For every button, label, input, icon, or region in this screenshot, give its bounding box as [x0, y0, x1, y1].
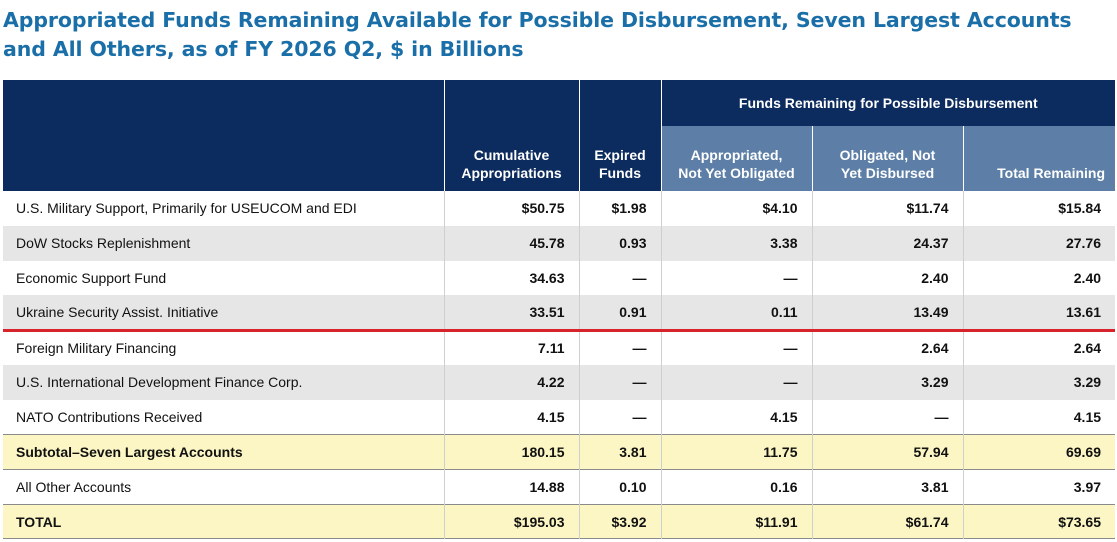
- page-title: Appropriated Funds Remaining Available f…: [3, 6, 1103, 64]
- table-row: Foreign Military Financing 7.11 — — 2.64…: [3, 330, 1116, 365]
- table-row: U.S. Military Support, Primarily for USE…: [3, 191, 1116, 226]
- cell-obligated: 3.81: [811, 469, 963, 505]
- row-label: U.S. Military Support, Primarily for USE…: [16, 200, 357, 217]
- cell-cumulative: 7.11: [443, 330, 579, 365]
- row-label-header: [3, 80, 444, 191]
- cell-appropriated: $11.91: [660, 504, 812, 539]
- header-total-remaining: Total Remaining: [962, 126, 1116, 191]
- cell-appropriated: —: [660, 364, 812, 400]
- row-label: TOTAL: [3, 504, 444, 539]
- table-row: U.S. International Development Finance C…: [3, 364, 1116, 400]
- cell-total: 69.69: [962, 434, 1116, 470]
- cell-total: 2.40: [962, 260, 1116, 296]
- row-label: Subtotal–Seven Largest Accounts: [3, 434, 444, 470]
- cell-expired: 0.10: [578, 469, 661, 505]
- cell-total: 13.61: [962, 295, 1116, 332]
- header-cumulative-appropriations: Cumulative Appropriations: [443, 80, 579, 191]
- row-label: DoW Stocks Replenishment: [3, 225, 444, 261]
- header-funds-remaining-group: Funds Remaining for Possible Disbursemen…: [660, 80, 1116, 126]
- cell-appropriated: 4.15: [660, 399, 812, 435]
- cell-cumulative: $195.03: [443, 504, 579, 539]
- cell-expired: 3.81: [578, 434, 661, 470]
- table-row: DoW Stocks Replenishment 45.78 0.93 3.38…: [3, 225, 1116, 261]
- cell-cumulative: 45.78: [443, 225, 579, 261]
- cell-appropriated: 0.16: [660, 469, 812, 505]
- cell-obligated: 3.29: [811, 364, 963, 400]
- cell-appropriated: —: [660, 330, 812, 365]
- table-row: NATO Contributions Received 4.15 — 4.15 …: [3, 399, 1116, 435]
- header-obligated-not-disbursed: Obligated, Not Yet Disbursed: [811, 126, 963, 191]
- cell-cumulative: 4.22: [443, 364, 579, 400]
- title-line-1: Appropriated Funds Remaining Available f…: [3, 8, 1072, 32]
- row-label: NATO Contributions Received: [16, 408, 203, 425]
- cell-total: 3.97: [962, 469, 1116, 505]
- cell-expired: $1.98: [578, 191, 661, 226]
- funds-table: Cumulative Appropriations Expired Funds …: [3, 80, 1116, 539]
- cell-appropriated: 11.75: [660, 434, 812, 470]
- subtotal-row: Subtotal–Seven Largest Accounts 180.15 3…: [3, 434, 1116, 470]
- cell-appropriated: $4.10: [660, 191, 812, 226]
- cell-total: $15.84: [962, 191, 1116, 226]
- cell-cumulative: 33.51: [443, 295, 579, 332]
- cell-obligated: $11.74: [811, 191, 963, 226]
- cell-obligated: 24.37: [811, 225, 963, 261]
- cell-total: 4.15: [962, 399, 1116, 435]
- cell-cumulative: 4.15: [443, 399, 579, 435]
- cell-expired: —: [578, 364, 661, 400]
- row-label: Ukraine Security Assist. Initiative: [3, 295, 444, 332]
- cell-cumulative: $50.75: [443, 191, 579, 226]
- title-line-2: and All Others, as of FY 2026 Q2, $ in B…: [3, 37, 524, 61]
- row-label: U.S. International Development Finance C…: [3, 364, 444, 400]
- cell-expired: —: [578, 399, 661, 435]
- row-label: Economic Support Fund: [16, 269, 167, 286]
- cell-obligated: 57.94: [811, 434, 963, 470]
- table-row: Economic Support Fund 34.63 — — 2.40 2.4…: [3, 260, 1116, 296]
- cell-cumulative: 14.88: [443, 469, 579, 505]
- cell-obligated: 13.49: [811, 295, 963, 332]
- cell-appropriated: 3.38: [660, 225, 812, 261]
- row-label: Foreign Military Financing: [16, 340, 177, 357]
- cell-total: 3.29: [962, 364, 1116, 400]
- cell-total: $73.65: [962, 504, 1116, 539]
- cell-expired: —: [578, 260, 661, 296]
- cell-obligated: $61.74: [811, 504, 963, 539]
- header-expired-funds: Expired Funds: [578, 80, 661, 191]
- cell-appropriated: 0.11: [660, 295, 812, 332]
- cell-total: 2.64: [962, 330, 1116, 365]
- table-row: Ukraine Security Assist. Initiative 33.5…: [3, 295, 1116, 332]
- cell-total: 27.76: [962, 225, 1116, 261]
- header-appropriated-not-obligated: Appropriated, Not Yet Obligated: [660, 126, 812, 191]
- cell-expired: 0.91: [578, 295, 661, 332]
- cell-expired: 0.93: [578, 225, 661, 261]
- cell-expired: —: [578, 330, 661, 365]
- cell-obligated: 2.40: [811, 260, 963, 296]
- cell-obligated: 2.64: [811, 330, 963, 365]
- cell-appropriated: —: [660, 260, 812, 296]
- cell-obligated: —: [811, 399, 963, 435]
- table-row: All Other Accounts 14.88 0.10 0.16 3.81 …: [3, 469, 1116, 505]
- cell-expired: $3.92: [578, 504, 661, 539]
- cell-cumulative: 34.63: [443, 260, 579, 296]
- cell-cumulative: 180.15: [443, 434, 579, 470]
- total-row: TOTAL $195.03 $3.92 $11.91 $61.74 $73.65: [3, 504, 1116, 539]
- row-label: All Other Accounts: [16, 478, 132, 495]
